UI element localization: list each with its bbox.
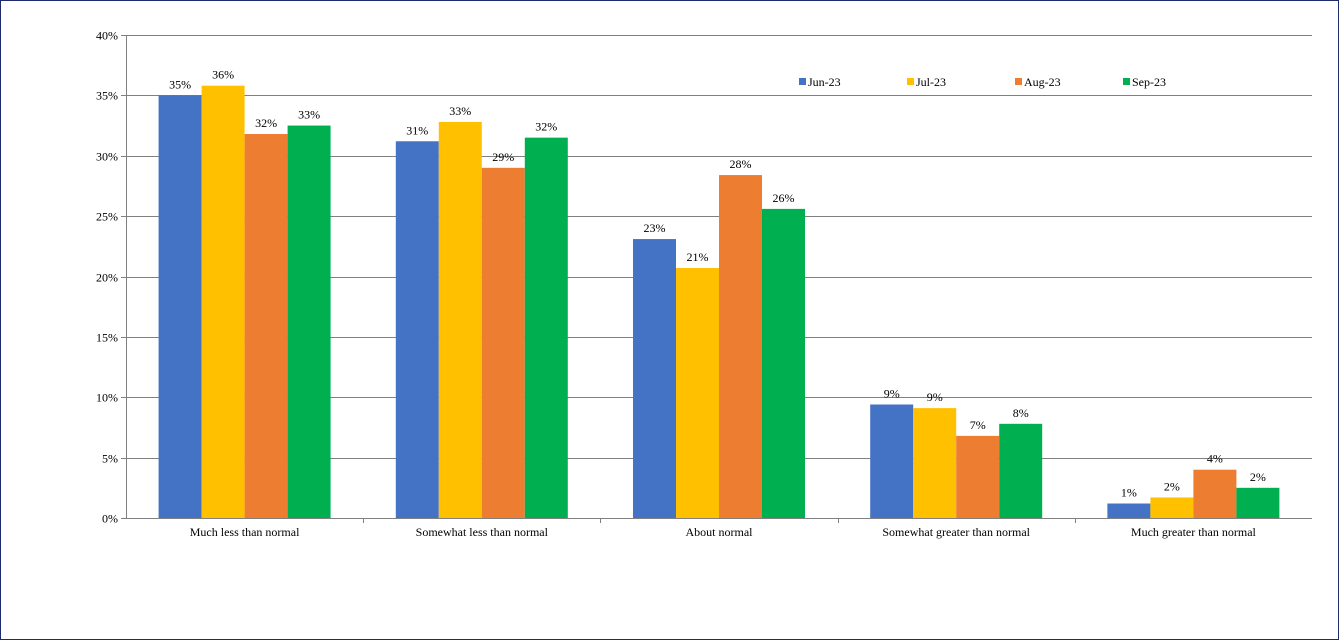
- bar: [1236, 487, 1280, 518]
- legend-label: Jun-23: [808, 75, 841, 89]
- legend-swatch: [799, 78, 806, 85]
- legend: Jun-23 Jul-23 Aug-23 Sep-23: [799, 75, 1166, 89]
- data-label: 32%: [255, 116, 277, 130]
- y-tick-label: 35%: [96, 89, 118, 103]
- data-label: 23%: [644, 221, 666, 235]
- data-label: 35%: [169, 77, 191, 91]
- bar: [633, 239, 676, 518]
- y-tick-label: 15%: [96, 331, 118, 345]
- bar: [524, 137, 568, 518]
- bar: [244, 134, 288, 518]
- data-label: 36%: [212, 68, 234, 82]
- legend-label: Aug-23: [1024, 75, 1061, 89]
- legend-swatch: [1123, 78, 1130, 85]
- bar: [158, 95, 202, 518]
- x-tick-label: Much greater than normal: [1131, 525, 1257, 539]
- data-label: 32%: [535, 120, 557, 134]
- y-tick-label: 40%: [96, 29, 118, 43]
- bars: [158, 85, 1280, 518]
- bar: [438, 121, 482, 518]
- bar: [481, 167, 525, 518]
- bar: [676, 268, 719, 518]
- bar: [913, 408, 957, 518]
- data-label: 7%: [970, 418, 986, 432]
- bar: [1193, 469, 1237, 518]
- y-tick-label: 5%: [102, 452, 118, 466]
- data-label: 29%: [492, 150, 514, 164]
- y-tick-label: 20%: [96, 271, 118, 285]
- data-label: 33%: [298, 108, 320, 122]
- data-labels: 35% 36% 32% 33% 31% 33% 29% 32% 23% 21% 28% 26% 9% 9%…: [169, 68, 1266, 500]
- data-label: 21%: [687, 250, 709, 264]
- data-label: 31%: [406, 123, 428, 137]
- data-label: 1%: [1121, 486, 1137, 500]
- data-label: 33%: [449, 104, 471, 118]
- legend-swatch: [1015, 78, 1022, 85]
- data-label: 28%: [730, 157, 752, 171]
- data-label: 9%: [927, 390, 943, 404]
- y-tick-label: 30%: [96, 150, 118, 164]
- bar: [287, 125, 331, 518]
- bar: [870, 404, 914, 518]
- x-tick-label: About normal: [686, 525, 754, 539]
- x-tick-label: Somewhat less than normal: [416, 525, 549, 539]
- axes: 0% 5% 10% 15% 20% 25% 30% 35% 40% Much less than …: [96, 29, 1312, 539]
- bar: [1150, 497, 1194, 518]
- y-tick-label: 10%: [96, 391, 118, 405]
- legend-label: Sep-23: [1132, 75, 1166, 89]
- legend-swatch: [907, 78, 914, 85]
- data-label: 9%: [884, 386, 900, 400]
- data-label: 26%: [773, 191, 795, 205]
- bar: [395, 141, 439, 518]
- legend-label: Jul-23: [916, 75, 946, 89]
- bar: [999, 423, 1043, 518]
- data-label: 8%: [1013, 406, 1029, 420]
- bar: [201, 85, 245, 518]
- bar: [762, 208, 805, 518]
- data-label: 2%: [1250, 470, 1266, 484]
- bar: [1107, 503, 1151, 518]
- y-tick-label: 0%: [102, 512, 118, 526]
- x-tick-label: Much less than normal: [190, 525, 300, 539]
- bar: [956, 435, 1000, 518]
- data-label: 2%: [1164, 479, 1180, 493]
- y-tick-label: 25%: [96, 210, 118, 224]
- bar: [719, 175, 762, 518]
- x-tick-label: Somewhat greater than normal: [882, 525, 1030, 539]
- data-label: 4%: [1207, 452, 1223, 466]
